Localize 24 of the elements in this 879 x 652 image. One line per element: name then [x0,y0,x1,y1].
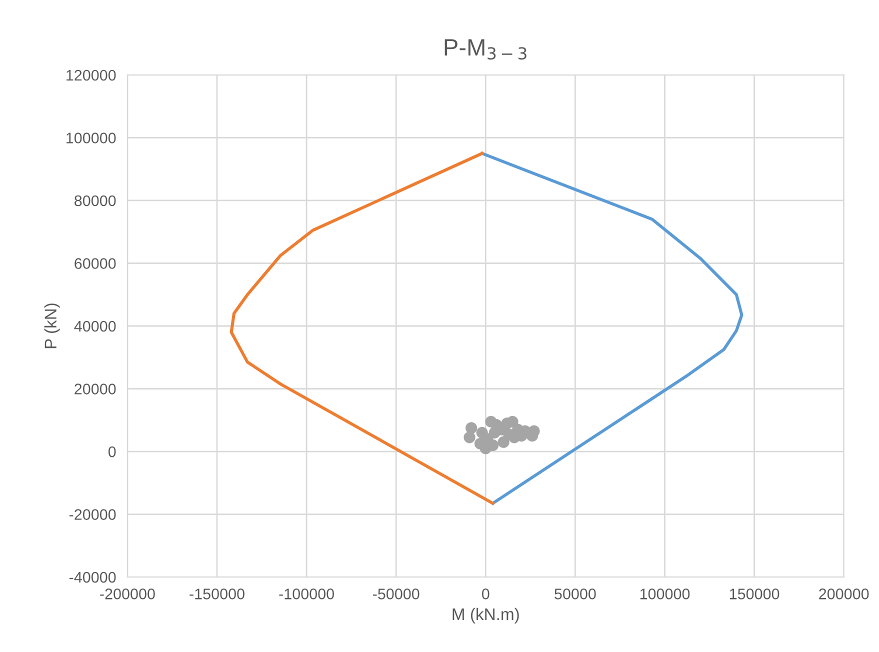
x-tick-label: 0 [482,588,490,600]
x-tick-label: 150000 [730,588,780,600]
y-tick-label: 40000 [74,320,116,332]
y-tick-label: 100000 [66,132,116,144]
x-tick-label: -100000 [279,588,334,600]
x-tick-label: -150000 [190,588,244,600]
x-tick-label: 50000 [554,588,596,600]
y-tick-label: 20000 [74,384,116,394]
y-tick-label: 60000 [74,258,116,269]
y-axis-title: P (kN) [44,304,60,348]
x-tick-label: -200000 [100,588,155,600]
chart-title: P-M$_{3−3}$ [444,39,526,60]
x-tick-label: -50000 [372,588,420,600]
y-tick-label: -40000 [69,572,116,583]
y-tick-label: 0 [108,446,116,458]
x-tick-label: 200000 [819,588,869,600]
x-tick-label: 100000 [640,588,690,600]
line-series [230,152,494,505]
y-tick-label: 120000 [66,70,116,81]
x-axis-title: M (kN.m) [452,608,519,624]
y-tick-label: -20000 [69,509,116,520]
line-series [480,152,744,505]
y-tick-label: 80000 [74,195,116,206]
point [464,432,476,444]
